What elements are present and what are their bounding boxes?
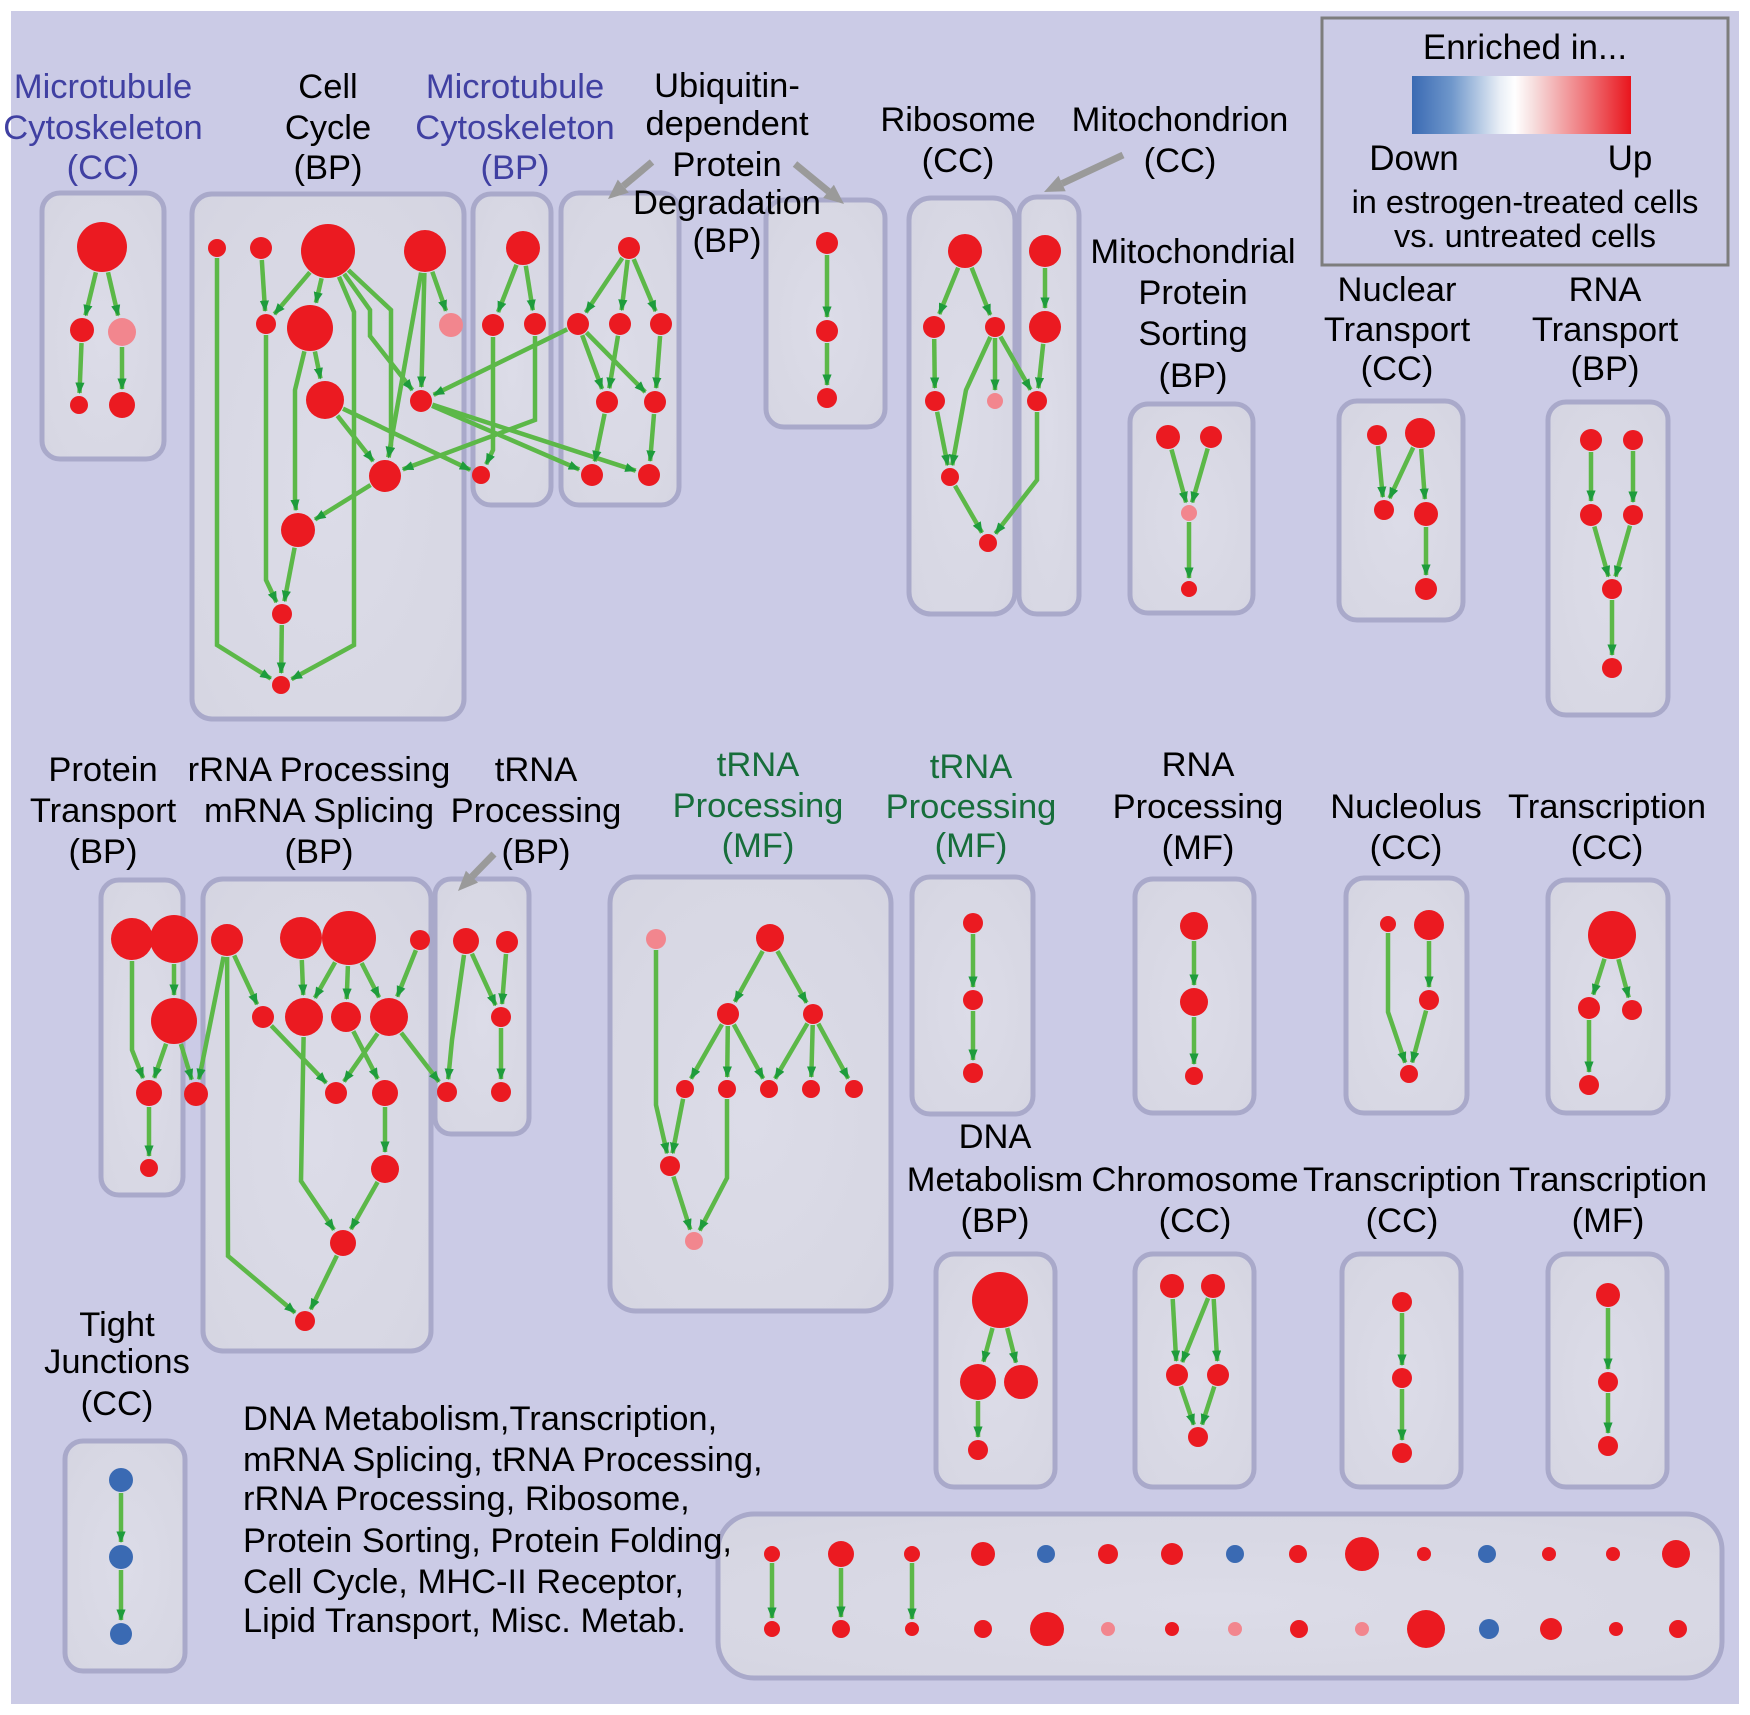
svg-text:Cell: Cell — [298, 68, 357, 106]
svg-text:(BP): (BP) — [481, 149, 550, 187]
svg-text:mRNA Splicing, tRNA Processing: mRNA Splicing, tRNA Processing, — [243, 1441, 763, 1479]
svg-text:Enriched in...: Enriched in... — [1423, 28, 1627, 67]
svg-text:Protein Sorting, Protein Foldi: Protein Sorting, Protein Folding, — [243, 1522, 732, 1560]
svg-text:vs. untreated cells: vs. untreated cells — [1394, 218, 1656, 254]
svg-text:(MF): (MF) — [722, 827, 795, 865]
svg-text:(CC): (CC) — [1144, 142, 1217, 180]
svg-text:Nuclear: Nuclear — [1338, 271, 1457, 309]
svg-text:Metabolism: Metabolism — [907, 1161, 1083, 1199]
svg-text:(CC): (CC) — [1571, 829, 1644, 867]
svg-text:(CC): (CC) — [1361, 350, 1434, 388]
svg-text:DNA Metabolism,Transcription,: DNA Metabolism,Transcription, — [243, 1400, 717, 1438]
svg-text:Nucleolus: Nucleolus — [1330, 788, 1482, 826]
svg-text:(BP): (BP) — [294, 149, 363, 187]
svg-text:tRNA: tRNA — [930, 748, 1012, 786]
svg-text:RNA: RNA — [1162, 746, 1235, 784]
svg-text:Chromosome: Chromosome — [1091, 1161, 1298, 1199]
svg-text:Transport: Transport — [30, 792, 177, 830]
svg-text:Protein: Protein — [48, 751, 157, 789]
svg-text:in estrogen-treated cells: in estrogen-treated cells — [1352, 184, 1699, 220]
svg-text:(BP): (BP) — [285, 833, 354, 871]
svg-text:Ribosome: Ribosome — [880, 101, 1035, 139]
svg-text:RNA: RNA — [1569, 271, 1642, 309]
svg-text:dependent: dependent — [645, 105, 808, 143]
svg-text:Protein: Protein — [1138, 274, 1247, 312]
svg-text:(BP): (BP) — [1571, 350, 1640, 388]
svg-text:(CC): (CC) — [1366, 1202, 1439, 1240]
svg-text:Degradation: Degradation — [633, 184, 821, 222]
svg-text:rRNA Processing, Ribosome,: rRNA Processing, Ribosome, — [243, 1480, 690, 1518]
svg-text:tRNA: tRNA — [495, 751, 577, 789]
svg-text:Lipid Transport, Misc. Metab.: Lipid Transport, Misc. Metab. — [243, 1602, 686, 1640]
svg-text:(BP): (BP) — [502, 833, 571, 871]
svg-text:(CC): (CC) — [1370, 829, 1443, 867]
svg-text:(BP): (BP) — [961, 1202, 1030, 1240]
svg-text:Processing: Processing — [451, 792, 622, 830]
svg-text:Transcription: Transcription — [1303, 1161, 1501, 1199]
svg-text:Protein: Protein — [672, 146, 781, 184]
svg-text:Processing: Processing — [886, 788, 1057, 826]
svg-text:tRNA: tRNA — [717, 746, 799, 784]
svg-text:(BP): (BP) — [693, 222, 762, 260]
svg-text:(MF): (MF) — [1572, 1202, 1645, 1240]
svg-text:Transport: Transport — [1532, 311, 1679, 349]
svg-text:Tight: Tight — [79, 1306, 155, 1344]
svg-text:Junctions: Junctions — [44, 1343, 190, 1381]
svg-text:Processing: Processing — [673, 787, 844, 825]
svg-text:(CC): (CC) — [67, 149, 140, 187]
svg-text:(CC): (CC) — [922, 142, 995, 180]
svg-text:Microtubule: Microtubule — [426, 68, 604, 106]
svg-text:Microtubule: Microtubule — [14, 68, 192, 106]
svg-text:rRNA Processing: rRNA Processing — [188, 751, 451, 789]
svg-text:Mitochondrial: Mitochondrial — [1090, 233, 1295, 271]
svg-text:(MF): (MF) — [935, 827, 1008, 865]
svg-text:Cycle: Cycle — [285, 109, 371, 147]
svg-text:Sorting: Sorting — [1138, 315, 1247, 353]
svg-text:Transcription: Transcription — [1509, 1161, 1707, 1199]
svg-text:Mitochondrion: Mitochondrion — [1072, 101, 1289, 139]
svg-text:Transcription: Transcription — [1508, 788, 1706, 826]
svg-text:Cell Cycle, MHC-II Receptor,: Cell Cycle, MHC-II Receptor, — [243, 1563, 684, 1601]
svg-text:Up: Up — [1608, 139, 1653, 178]
svg-text:DNA: DNA — [959, 1118, 1032, 1156]
svg-text:mRNA Splicing: mRNA Splicing — [204, 792, 434, 830]
svg-text:Ubiquitin-: Ubiquitin- — [654, 67, 800, 105]
svg-text:Cytoskeleton: Cytoskeleton — [3, 109, 202, 147]
svg-text:(BP): (BP) — [69, 833, 138, 871]
svg-text:Processing: Processing — [1113, 788, 1284, 826]
svg-text:(BP): (BP) — [1159, 357, 1228, 395]
svg-text:(CC): (CC) — [1159, 1202, 1232, 1240]
svg-text:(CC): (CC) — [81, 1385, 154, 1423]
svg-text:Cytoskeleton: Cytoskeleton — [415, 109, 614, 147]
svg-text:Transport: Transport — [1324, 311, 1471, 349]
svg-text:(MF): (MF) — [1162, 829, 1235, 867]
svg-text:Down: Down — [1369, 139, 1458, 178]
